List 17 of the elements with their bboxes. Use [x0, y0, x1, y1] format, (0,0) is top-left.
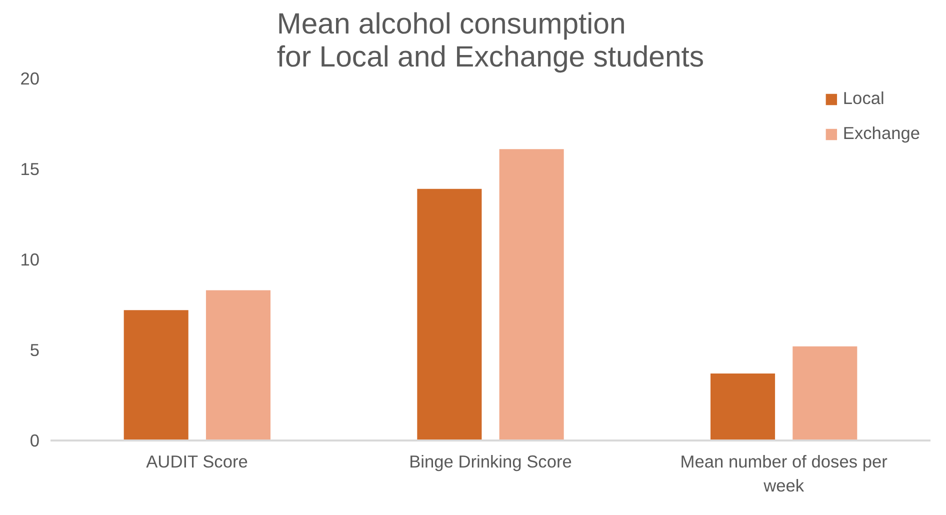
bar — [206, 290, 270, 440]
y-tick-label: 20 — [20, 68, 40, 88]
x-tick-label: AUDIT Score — [146, 452, 248, 472]
bar — [499, 149, 564, 440]
bar — [792, 346, 858, 440]
legend-label: Local — [842, 88, 884, 109]
x-tick-label: Binge Drinking Score — [409, 452, 572, 472]
x-tick-label: Mean number of doses per week — [680, 452, 888, 496]
chart-title: Mean alcohol consumption for Local and Exchange students — [276, 8, 704, 74]
y-tick-label: 5 — [30, 340, 40, 360]
y-tick-label: 15 — [20, 159, 40, 179]
bar — [710, 374, 776, 440]
y-tick-label: 0 — [30, 430, 40, 450]
bar — [417, 188, 482, 440]
legend-label: Exchange — [842, 123, 920, 144]
y-tick-label: 10 — [20, 250, 40, 270]
bar — [124, 310, 188, 440]
